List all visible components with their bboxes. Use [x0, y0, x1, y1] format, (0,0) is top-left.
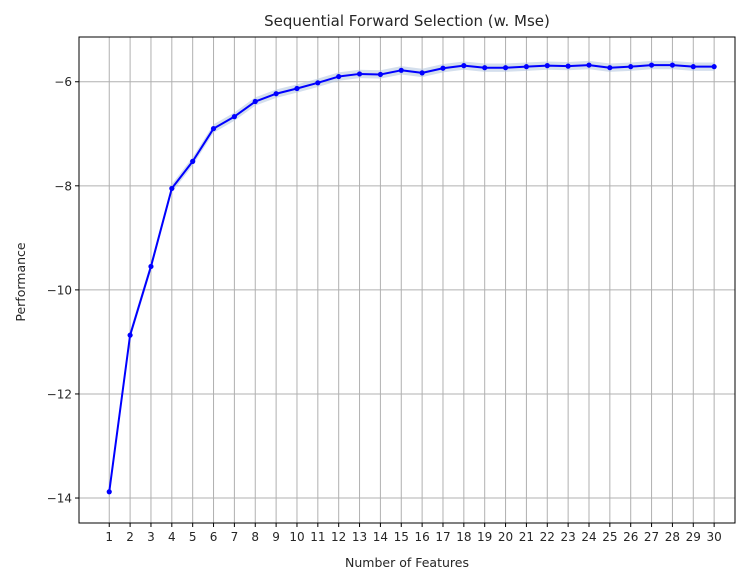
series-line-layer — [108, 64, 715, 492]
grid-lines — [79, 37, 735, 523]
data-point — [210, 125, 217, 132]
data-point — [586, 62, 592, 68]
data-point — [336, 73, 342, 80]
data-point — [669, 62, 676, 68]
x-tick-label: 16 — [414, 530, 429, 544]
x-tick-label: 9 — [272, 530, 280, 544]
data-point — [106, 489, 112, 495]
data-point — [148, 263, 154, 270]
data-point — [398, 67, 404, 73]
x-tick-label: 11 — [310, 530, 325, 544]
data-point — [169, 185, 175, 192]
x-tick-label: 7 — [231, 530, 239, 544]
y-tick-label: −10 — [47, 283, 72, 297]
data-point — [273, 91, 279, 97]
x-tick-label: 27 — [644, 530, 659, 544]
data-point — [231, 114, 237, 120]
x-axis-label: Number of Features — [345, 555, 469, 570]
x-tick-label: 21 — [519, 530, 534, 544]
data-point — [565, 63, 571, 69]
x-tick-label: 25 — [602, 530, 617, 544]
x-tick-label: 22 — [540, 530, 555, 544]
x-tick-label: 5 — [189, 530, 197, 544]
x-tick-label: 18 — [456, 530, 471, 544]
data-point — [461, 63, 467, 69]
y-axis-ticks: −14 −12 −10 −8 −6 — [47, 75, 79, 506]
x-tick-label: 29 — [686, 530, 701, 544]
data-point — [607, 65, 613, 71]
y-tick-label: −12 — [47, 387, 72, 401]
data-point — [252, 98, 258, 105]
confidence-band — [109, 60, 715, 496]
y-tick-label: −14 — [47, 492, 72, 506]
x-tick-label: 20 — [498, 530, 513, 544]
x-tick-label: 8 — [251, 530, 259, 544]
data-points — [106, 62, 717, 495]
chart-title: Sequential Forward Selection (w. Mse) — [264, 12, 550, 30]
data-point — [127, 332, 133, 338]
y-axis-label: Performance — [13, 242, 28, 322]
x-tick-label: 17 — [435, 530, 450, 544]
data-point — [690, 64, 696, 70]
data-point — [356, 71, 363, 77]
data-point — [315, 80, 321, 86]
x-tick-label: 15 — [394, 530, 409, 544]
data-point — [648, 62, 655, 68]
y-tick-label: −6 — [54, 75, 72, 89]
data-point — [377, 71, 384, 78]
confidence-band-layer — [109, 60, 715, 496]
y-tick-label: −8 — [54, 179, 72, 193]
data-point — [544, 63, 550, 69]
x-tick-label: 10 — [289, 530, 304, 544]
x-tick-label: 23 — [560, 530, 575, 544]
x-tick-label: 14 — [373, 530, 388, 544]
x-tick-label: 4 — [168, 530, 176, 544]
x-tick-label: 13 — [352, 530, 367, 544]
data-point — [440, 65, 446, 71]
x-axis-ticks: 1 2 3 4 5 6 7 8 9 10 11 12 13 14 15 16 17 18 19 20 21 22 23 24 2… — [105, 523, 722, 544]
x-tick-label: 2 — [126, 530, 134, 544]
x-tick-label: 1 — [105, 530, 113, 544]
data-point — [502, 65, 509, 71]
data-point — [711, 64, 717, 70]
x-tick-label: 12 — [331, 530, 346, 544]
data-point — [482, 65, 488, 71]
x-tick-label: 28 — [665, 530, 680, 544]
data-point — [294, 85, 300, 92]
x-tick-label: 30 — [707, 530, 722, 544]
data-point — [190, 158, 196, 164]
series-line — [108, 64, 715, 492]
x-tick-label: 26 — [623, 530, 638, 544]
data-point — [419, 70, 425, 76]
x-tick-label: 3 — [147, 530, 155, 544]
data-point — [523, 64, 530, 70]
x-tick-label: 24 — [581, 530, 596, 544]
plot-frame — [78, 36, 736, 524]
x-tick-label: 6 — [210, 530, 218, 544]
x-tick-label: 19 — [477, 530, 492, 544]
data-point — [628, 64, 634, 70]
